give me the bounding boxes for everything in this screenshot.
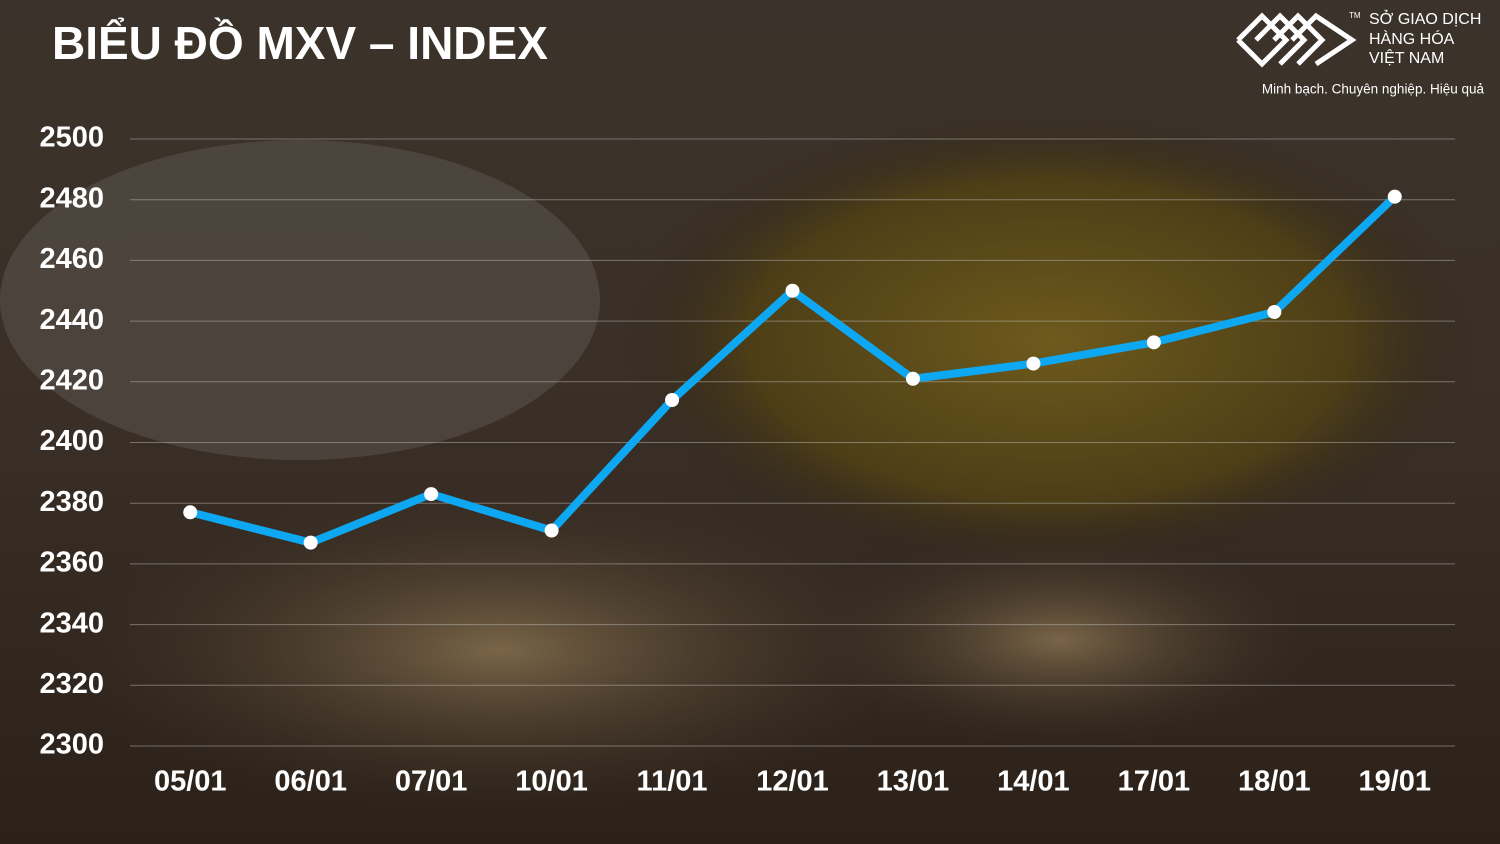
- x-tick-label: 11/01: [637, 766, 708, 798]
- x-tick-label: 17/01: [1118, 766, 1191, 798]
- data-point: [785, 283, 800, 298]
- logo-text: VIỆT NAM: [1369, 48, 1444, 67]
- y-tick-label: 2420: [39, 364, 104, 396]
- y-tick-label: 2360: [39, 547, 104, 579]
- data-point: [1387, 189, 1402, 204]
- y-tick-label: 2340: [39, 607, 104, 639]
- y-tick-label: 2440: [39, 304, 104, 336]
- x-tick-label: 06/01: [274, 766, 347, 798]
- data-point: [303, 535, 318, 550]
- x-tick-label: 05/01: [154, 766, 227, 798]
- logo: [1236, 12, 1357, 68]
- logo-slogan: Minh bạch. Chuyên nghiệp. Hiệu quả: [1262, 82, 1485, 97]
- logo-text: SỞ GIAO DỊCH: [1369, 9, 1481, 28]
- y-tick-label: 2500: [39, 122, 104, 154]
- y-tick-label: 2300: [39, 729, 104, 761]
- data-point: [424, 487, 439, 502]
- y-tick-label: 2380: [39, 486, 104, 518]
- data-point: [1146, 335, 1161, 350]
- data-point: [544, 523, 559, 538]
- data-point: [183, 505, 198, 520]
- background-beans: [800, 530, 1320, 750]
- logo-mark: [1236, 12, 1290, 68]
- background-bean-bowl: [0, 140, 600, 460]
- x-tick-label: 14/01: [997, 766, 1070, 798]
- y-tick-label: 2320: [39, 668, 104, 700]
- logo-mark: [1272, 12, 1326, 66]
- chart-title: BIỂU ĐỒ MXV – INDEX: [52, 17, 548, 69]
- data-point: [905, 371, 920, 386]
- x-tick-label: 13/01: [877, 766, 950, 798]
- logo-text: HÀNG HÓA: [1369, 29, 1455, 48]
- logo-trademark: TM: [1349, 11, 1361, 20]
- x-tick-label: 10/01: [515, 766, 588, 798]
- logo-mark: [1290, 12, 1357, 67]
- data-point: [1267, 304, 1282, 319]
- x-tick-label: 18/01: [1238, 766, 1311, 798]
- y-tick-label: 2480: [39, 182, 104, 214]
- y-tick-label: 2400: [39, 425, 104, 457]
- data-point: [1026, 356, 1041, 371]
- x-tick-label: 12/01: [756, 766, 829, 798]
- logo-mark: [1254, 12, 1308, 66]
- background-oil-bowl: [620, 110, 1480, 570]
- y-tick-label: 2460: [39, 243, 104, 275]
- data-point: [665, 393, 680, 408]
- x-tick-label: 19/01: [1358, 766, 1431, 798]
- background-beans: [50, 480, 950, 820]
- x-tick-label: 07/01: [395, 766, 468, 798]
